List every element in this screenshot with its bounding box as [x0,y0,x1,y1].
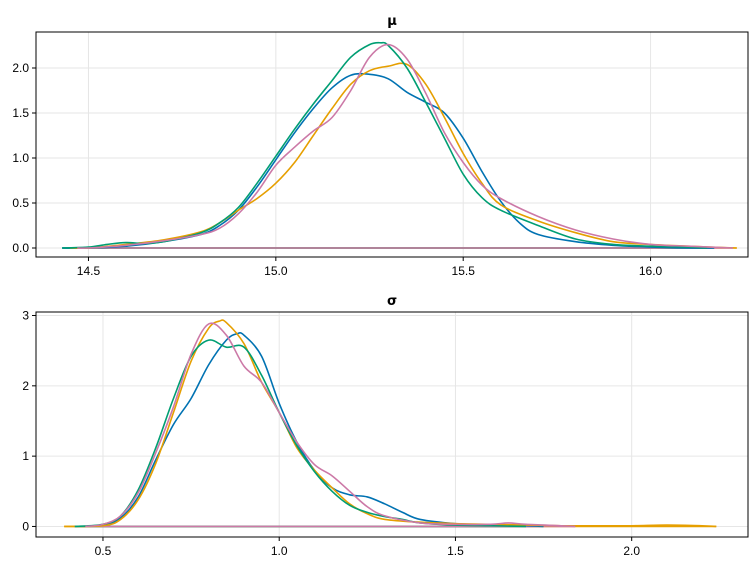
series-3-density-line [62,41,707,249]
series-4-density-line [85,322,576,528]
series-3-density-line [74,339,526,528]
x-tick-label: 15.0 [264,264,288,278]
x-tick-label: 15.5 [452,264,476,278]
panel-title: σ [387,294,397,309]
series-2-density-line [69,62,737,250]
x-tick-label: 1.5 [447,544,464,558]
panel-2: 0.5 1.0 1.5 2.0 0 1 2 3 σ [22,294,749,558]
series-4-density-line [77,43,734,249]
y-tick-label: 1 [22,449,29,463]
y-tick-label: 0.5 [12,196,29,210]
x-tick-label: 16.0 [639,264,663,278]
y-tick-label: 2.0 [12,61,29,75]
x-tick-label: 0.5 [95,544,112,558]
series-1-density-line [62,72,715,249]
series-1-density-line [74,331,544,528]
y-tick-label: 0 [22,519,29,533]
x-tick-label: 1.0 [271,544,288,558]
y-tick-label: 2 [22,379,29,393]
series-2-density-line [64,319,717,528]
y-tick-label: 1.5 [12,106,29,120]
axes-frame [35,31,749,258]
y-tick-label: 0.0 [12,241,29,255]
y-tick-label: 1.0 [12,151,29,165]
panel-title: μ [387,14,397,29]
axes-frame [35,311,749,538]
x-tick-label: 14.5 [77,264,101,278]
panel-1: 14.5 15.0 15.5 16.0 0.0 0.5 1.0 1.5 2.0 μ [12,14,749,278]
x-tick-label: 2.0 [623,544,640,558]
y-tick-label: 3 [22,309,29,323]
